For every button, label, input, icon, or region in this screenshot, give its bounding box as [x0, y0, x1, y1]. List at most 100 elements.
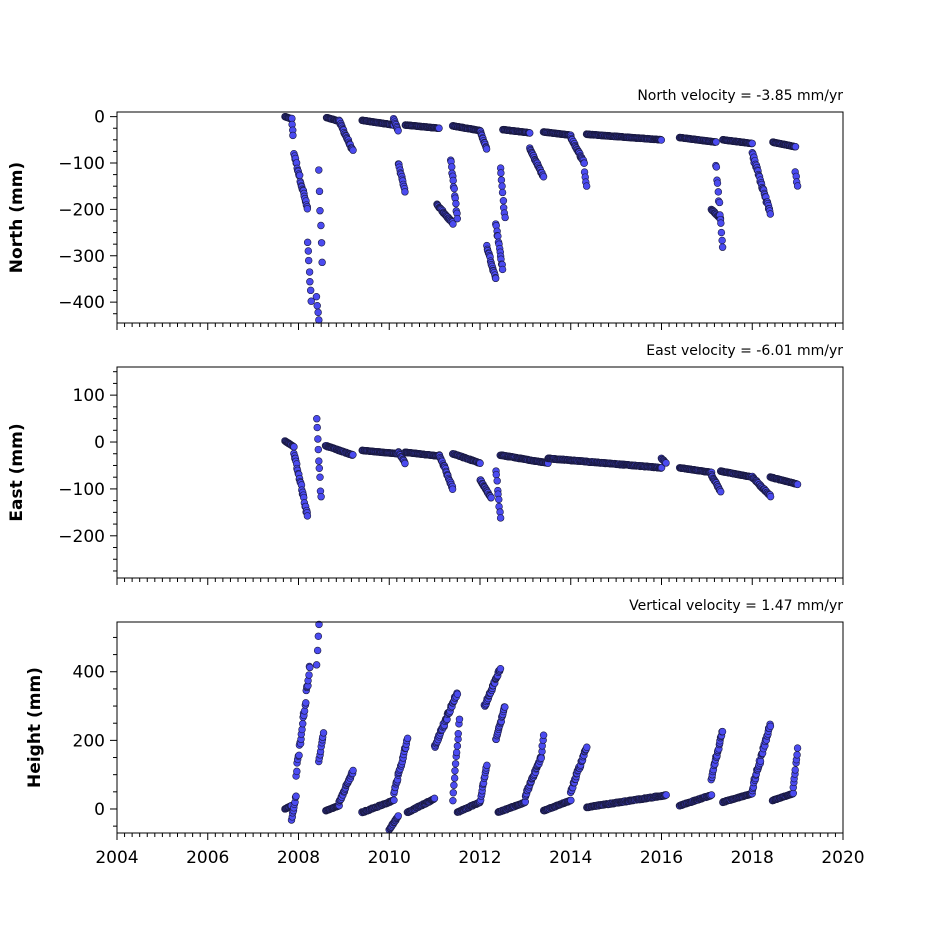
north-data-point: [312, 292, 321, 301]
east-data-point: [316, 473, 324, 481]
north-y-tick-label: −200: [58, 200, 105, 220]
east-data-point: [493, 477, 501, 485]
vertical-data-point: [295, 751, 303, 760]
north-data-point: [712, 163, 721, 171]
x-tick-label: 2008: [277, 848, 320, 868]
north-data-point: [497, 176, 506, 184]
north-data-point: [498, 265, 507, 274]
north-data-point: [499, 197, 508, 205]
north-data-point: [718, 236, 726, 245]
north-data-point: [452, 199, 460, 208]
east-data-point: [476, 459, 484, 467]
vertical-data-point: [292, 792, 300, 800]
vertical-data-point: [583, 743, 591, 751]
x-tick-label: 2010: [368, 848, 411, 868]
east-data-point: [448, 485, 457, 493]
vertical-data-point: [449, 789, 457, 797]
vertical-data-point: [537, 754, 545, 762]
vertical-data-point: [430, 794, 439, 803]
panels: 0 −100 −200 −300 −400 North (mm) North velocit…: [7, 88, 865, 868]
vertical-data-point: [450, 774, 459, 782]
north-y-tick-label: 0: [94, 108, 105, 128]
north-data-point: [712, 138, 720, 146]
east-data-point: [487, 493, 495, 502]
north-data-point: [748, 139, 756, 148]
vertical-y-tick-label: 400: [73, 663, 105, 683]
north-data-point: [295, 171, 304, 180]
north-data-point: [450, 184, 458, 193]
vertical-data-point: [718, 727, 727, 736]
x-tick-label: 2020: [821, 848, 864, 868]
north-data-point: [318, 258, 326, 267]
north-data-point: [317, 239, 326, 247]
north-data-point: [289, 131, 297, 140]
vertical-data-point: [450, 781, 458, 789]
x-tick-label: 2016: [640, 848, 683, 868]
north-points: [281, 112, 802, 324]
north-data-point: [497, 169, 505, 177]
vertical-data-point: [539, 731, 548, 739]
east-y-tick-label: 0: [94, 433, 105, 453]
north-data-point: [582, 182, 591, 190]
vertical-data-point: [451, 767, 459, 775]
vertical-data-point: [496, 665, 505, 673]
north-y-axis-label: North (mm): [7, 162, 27, 273]
vertical-velocity-annotation: Vertical velocity = 1.47 mm/yr: [629, 598, 843, 614]
east-data-point: [290, 443, 298, 451]
vertical-data-point: [766, 722, 775, 730]
north-data-point: [718, 243, 727, 251]
x-tick-label: 2014: [549, 848, 592, 868]
vertical-data-point: [453, 690, 462, 698]
east-data-point: [793, 480, 802, 489]
vertical-data-point: [302, 699, 310, 707]
vertical-data-point: [707, 791, 716, 799]
vertical-data-point: [451, 760, 460, 768]
north-data-point: [717, 219, 725, 227]
vertical-data-point: [319, 729, 328, 737]
north-data-point: [315, 187, 324, 196]
north-y-tick-label: −300: [58, 247, 105, 267]
vertical-data-point: [453, 742, 462, 750]
north-velocity-annotation: North velocity = -3.85 mm/yr: [637, 88, 843, 104]
north-data-point: [305, 268, 314, 276]
north-data-point: [315, 316, 323, 324]
x-tick-label: 2006: [186, 848, 229, 868]
north-data-point: [349, 146, 357, 154]
north-data-point: [453, 214, 461, 223]
vertical-data-point: [305, 671, 313, 679]
vertical-y-tick-label: 0: [94, 800, 105, 820]
vertical-data-point: [312, 661, 321, 669]
north-data-point: [313, 302, 321, 310]
north-data-point: [717, 228, 726, 237]
east-data-point: [313, 423, 321, 432]
vertical-data-point: [501, 703, 509, 711]
north-data-point: [394, 127, 402, 135]
north-data-point: [314, 308, 322, 317]
vertical-data-point: [791, 766, 799, 774]
north-data-point: [306, 278, 314, 286]
north-data-point: [657, 136, 665, 144]
north-data-point: [501, 213, 509, 222]
vertical-y-tick-label: 200: [73, 731, 105, 751]
north-data-point: [401, 188, 409, 196]
vertical-data-point: [567, 796, 575, 805]
vertical-data-point: [349, 766, 357, 775]
north-y-tick-label: −400: [58, 293, 105, 313]
north-data-point: [448, 163, 456, 171]
vertical-data-point: [449, 796, 457, 805]
vertical-data-point: [293, 767, 301, 776]
vertical-data-point: [483, 761, 491, 770]
east-data-point: [303, 512, 312, 520]
vertical-data-point: [314, 632, 323, 640]
north-data-point: [713, 179, 722, 187]
north-data-point: [307, 297, 315, 305]
vertical-data-point: [793, 744, 802, 752]
north-data-point: [491, 274, 500, 283]
x-tick-label: 2004: [95, 848, 138, 868]
north-data-point: [303, 238, 312, 247]
north-data-point: [482, 145, 491, 153]
vertical-data-point: [793, 751, 801, 759]
x-tick-label: 2018: [731, 848, 774, 868]
north-data-point: [793, 182, 802, 190]
